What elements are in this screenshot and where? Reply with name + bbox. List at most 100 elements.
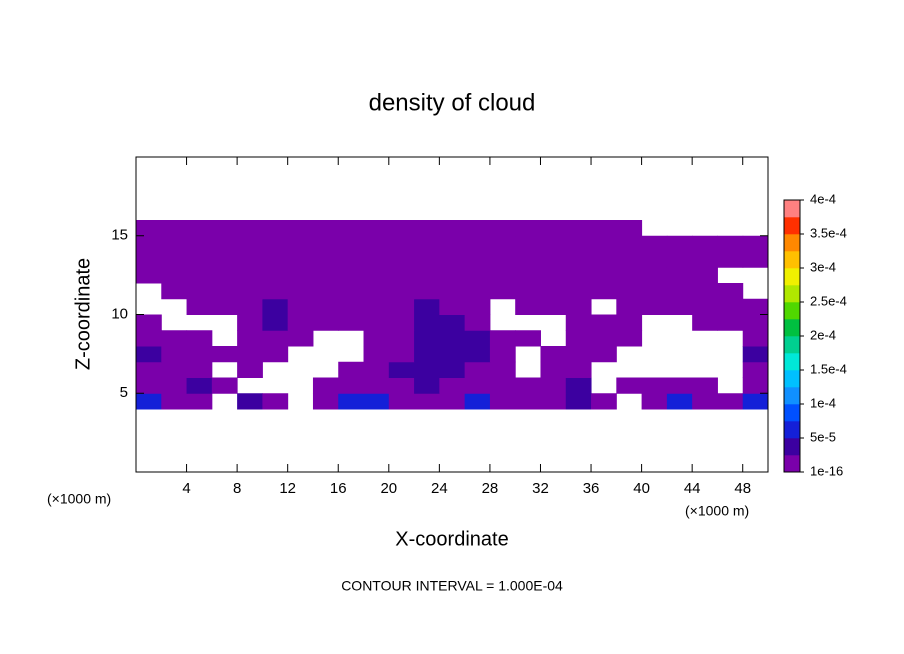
colorbar-tick-label: 1e-4 xyxy=(810,395,836,410)
colorbar-swatch xyxy=(784,200,800,218)
contour-cell xyxy=(287,283,314,300)
contour-cell xyxy=(262,220,289,237)
x-unit: (×1000 m) xyxy=(685,503,749,519)
contour-cell xyxy=(616,314,643,331)
contour-cell xyxy=(161,393,188,410)
contour-cell xyxy=(515,235,541,252)
contour-cell xyxy=(666,377,693,394)
contour-cell xyxy=(136,330,162,347)
contour-cell xyxy=(211,283,238,300)
contour-cell xyxy=(136,267,162,284)
contour-cell xyxy=(136,235,162,252)
contour-cell xyxy=(388,298,415,315)
contour-cell xyxy=(616,298,643,315)
x-tick-label: 20 xyxy=(380,480,397,497)
contour-cell xyxy=(591,283,617,300)
contour-cell xyxy=(262,330,289,347)
contour-cell xyxy=(692,298,718,315)
contour-cell xyxy=(161,267,188,284)
contour-cell xyxy=(237,220,263,237)
contour-cell xyxy=(692,393,718,410)
contour-cell xyxy=(591,235,617,252)
contour-cell xyxy=(565,235,592,252)
contour-cell xyxy=(262,251,289,268)
contour-cell xyxy=(616,267,643,284)
contour-cell xyxy=(312,283,339,300)
footer: CONTOUR INTERVAL = 1.000E-04 xyxy=(341,578,563,594)
x-tick-label: 44 xyxy=(684,480,701,497)
contour-cell xyxy=(211,346,238,363)
contour-cell xyxy=(565,393,592,410)
contour-cell xyxy=(312,267,339,284)
contour-cell xyxy=(666,235,693,252)
contour-cell xyxy=(237,298,263,315)
contour-cell xyxy=(464,393,491,410)
contour-cell xyxy=(338,251,365,268)
colorbar-swatch xyxy=(784,455,800,473)
contour-cell xyxy=(211,298,238,315)
contour-cell xyxy=(388,235,415,252)
contour-cell xyxy=(692,314,718,331)
contour-cell xyxy=(338,314,365,331)
contour-cell xyxy=(161,283,188,300)
contour-cell xyxy=(717,251,744,268)
contour-cell xyxy=(136,361,162,378)
contour-cell xyxy=(591,267,617,284)
x-tick-label: 32 xyxy=(532,480,549,497)
contour-cell xyxy=(363,330,390,347)
x-unit: (×1000 m) xyxy=(47,491,111,507)
contour-cell xyxy=(515,283,541,300)
colorbar-tick-label: 2.5e-4 xyxy=(810,293,847,308)
x-tick-label: 4 xyxy=(182,480,190,497)
contour-cell xyxy=(489,220,516,237)
contour-cell xyxy=(312,220,339,237)
contour-cell xyxy=(641,235,668,252)
contour-cell xyxy=(388,267,415,284)
contour-cell xyxy=(287,220,314,237)
contour-cell xyxy=(186,361,213,378)
contour-cell xyxy=(464,377,491,394)
contour-cell xyxy=(692,377,718,394)
contour-cell xyxy=(439,377,466,394)
contour-cell xyxy=(363,283,390,300)
contour-cell xyxy=(540,346,567,363)
contour-cell xyxy=(489,346,516,363)
contour-cell xyxy=(363,377,390,394)
contour-cell xyxy=(489,377,516,394)
chart-title: density of cloud xyxy=(369,89,536,116)
colorbar-tick-label: 2e-4 xyxy=(810,327,836,342)
contour-cell xyxy=(742,314,769,331)
contour-cell xyxy=(565,346,592,363)
contour-cell xyxy=(616,377,643,394)
colorbar-tick-label: 5e-5 xyxy=(810,429,836,444)
contour-cell xyxy=(388,314,415,331)
contour-cell xyxy=(414,235,440,252)
field xyxy=(136,220,769,410)
contour-cell xyxy=(414,267,440,284)
contour-cell xyxy=(464,361,491,378)
contour-cell xyxy=(616,330,643,347)
contour-cell xyxy=(591,251,617,268)
contour-cell xyxy=(186,298,213,315)
contour-cell xyxy=(641,393,668,410)
contour-cell xyxy=(211,251,238,268)
contour-cell xyxy=(287,330,314,347)
y-tick-label: 10 xyxy=(111,305,128,322)
contour-cell xyxy=(338,393,365,410)
contour-cell xyxy=(338,298,365,315)
x-tick-label: 40 xyxy=(633,480,650,497)
contour-cell xyxy=(211,235,238,252)
contour-cell xyxy=(414,393,440,410)
contour-cell xyxy=(565,314,592,331)
contour-cell xyxy=(515,220,541,237)
contour-cell xyxy=(742,393,769,410)
contour-cell xyxy=(641,377,668,394)
contour-cell xyxy=(388,361,415,378)
contour-cell xyxy=(363,235,390,252)
contour-cell xyxy=(717,283,744,300)
contour-cell xyxy=(439,314,466,331)
contour-cell xyxy=(666,298,693,315)
contour-cell xyxy=(136,314,162,331)
contour-cell xyxy=(464,220,491,237)
